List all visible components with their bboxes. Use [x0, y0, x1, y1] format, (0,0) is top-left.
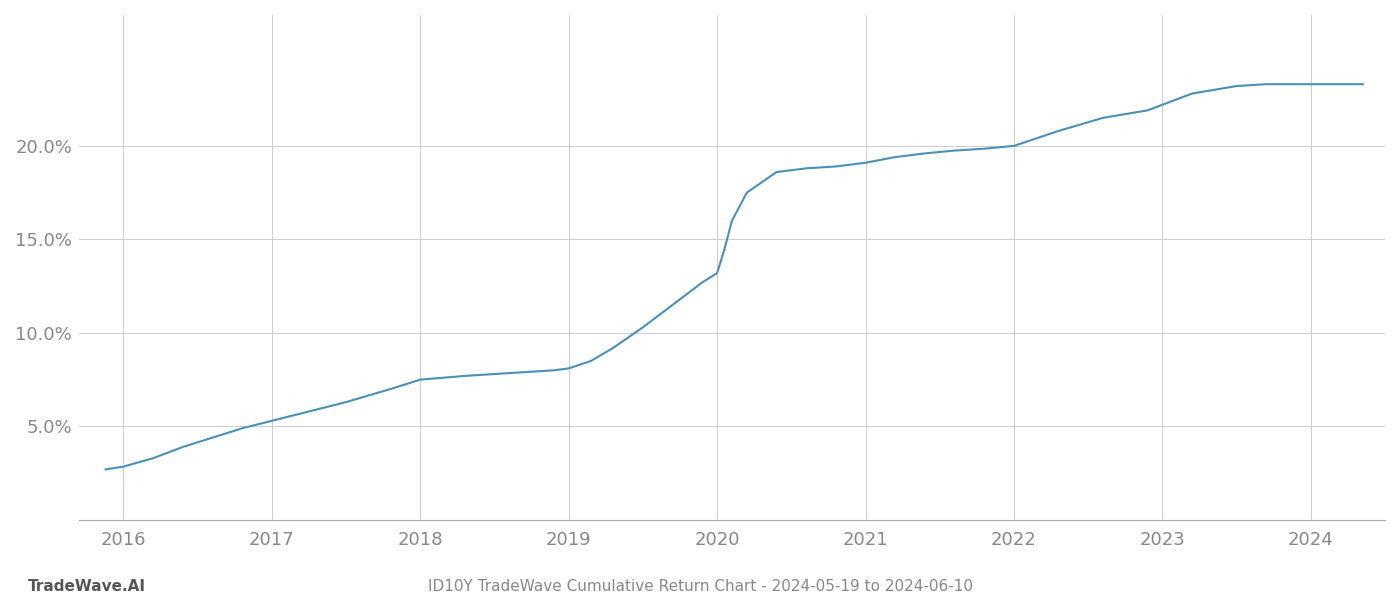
Text: TradeWave.AI: TradeWave.AI [28, 579, 146, 594]
Text: ID10Y TradeWave Cumulative Return Chart - 2024-05-19 to 2024-06-10: ID10Y TradeWave Cumulative Return Chart … [427, 579, 973, 594]
